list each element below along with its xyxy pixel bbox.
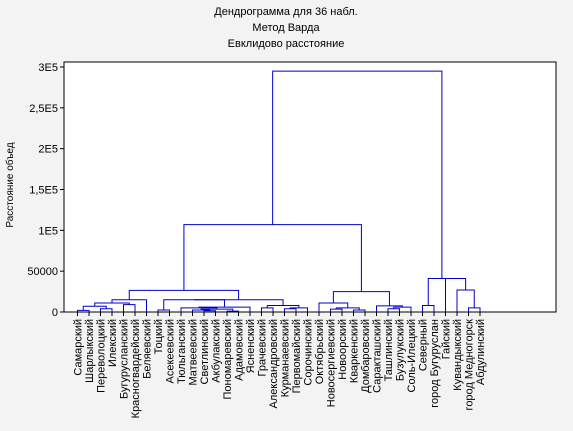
leaf-label: Светлинский (199, 319, 211, 384)
dendrogram-link (330, 308, 343, 312)
leaf-label: Ясненский (245, 319, 257, 373)
dendrogram-link (183, 224, 362, 292)
leaf-label: Курманаевский (280, 319, 292, 397)
leaf-label: Тюльганский (176, 319, 188, 384)
dendrogram-link (468, 307, 481, 312)
leaf-label: Акбулакский (211, 319, 223, 383)
leaf-label: Ташлинский (383, 319, 395, 381)
leaf-label: Асекеевский (165, 319, 177, 383)
leaf-label: Саракташский (372, 319, 384, 393)
dendrogram-link (266, 304, 300, 308)
leaf-label: город Бугуруслан (429, 319, 441, 408)
leaf-label: Переволоцкий (96, 319, 108, 393)
y-tick-label: 2E5 (38, 144, 58, 156)
dendrogram-link (200, 308, 234, 312)
leaf-label: Октябрьский (314, 319, 326, 384)
leaf-label: Бузулукский (395, 319, 407, 381)
y-axis-title: Расстояние объед (4, 142, 16, 227)
y-tick-label: 2,5E5 (29, 103, 58, 115)
leaf-label: Шарлыкский (84, 319, 96, 383)
dendrogram-link (272, 70, 443, 279)
leaf-label: Первомайский (291, 319, 303, 393)
leaf-label: Красногвардейский (130, 319, 142, 418)
y-tick-label: 50000 (27, 266, 58, 278)
leaf-label: Грачевский (257, 319, 269, 377)
leaf-label: Домбаровский (360, 319, 372, 393)
leaf-label: Александровский (268, 319, 280, 408)
dendrogram-link (427, 278, 456, 306)
leaf-label: Кувандыкский (452, 319, 464, 391)
leaf-label: Самарский (73, 319, 85, 376)
dendrogram-link (180, 307, 218, 312)
plot-area (63, 61, 557, 313)
dendrogram-links (77, 70, 481, 312)
leaf-label: Матвеевский (188, 319, 200, 385)
y-tick-label: 1E5 (38, 225, 58, 237)
dendrogram-link (422, 304, 435, 312)
chart-title: Дендрограмма для 36 набл. Метод Варда Ев… (214, 6, 357, 50)
leaf-label: Бугурусланский (119, 319, 131, 399)
leaf-label: Гайский (441, 319, 453, 359)
leaf-label: Сорочинский (303, 319, 315, 386)
dendrogram-link (194, 299, 284, 306)
leaf-label: Тоцкий (153, 319, 165, 354)
leaf-label: город Медногорск (464, 319, 476, 411)
y-tick-label: 3E5 (38, 62, 58, 74)
leaf-label: Адамовский (234, 319, 246, 381)
x-axis: Самарский Шарлыкский Переволоцкий Илекский Б… (73, 312, 487, 418)
dendrogram-link (94, 302, 130, 307)
y-tick-label: 0 (52, 307, 58, 319)
dendrogram-link (318, 302, 349, 312)
chart-title-line-3: Евклидово расстояние (228, 38, 345, 50)
leaf-label: Новосергиевский (326, 319, 338, 407)
chart-title-line-1: Дендрограмма для 36 набл. (214, 6, 357, 18)
chart-title-line-2: Метод Варда (252, 22, 320, 34)
dendrogram-link (261, 307, 274, 312)
leaf-label: Беляевский (142, 319, 154, 379)
leaf-label: Соль-Илецкий (406, 319, 418, 392)
y-tick-label: 1,5E5 (29, 185, 58, 197)
dendrogram-link (335, 307, 360, 310)
dendrogram-link (163, 299, 225, 310)
leaf-label: Кваркенский (349, 319, 361, 383)
leaf-label: Новоорский (337, 319, 349, 380)
leaf-label: Северный (418, 319, 430, 371)
leaf-label: Абдулинский (475, 319, 487, 385)
dendrogram-link (289, 307, 308, 312)
y-axis: 0 50000 1E5 1,5E5 2E5 2,5E5 3E5 (27, 62, 64, 319)
leaf-label: Пономаревский (222, 319, 234, 399)
dendrogram-link (77, 309, 90, 312)
leaf-label: Илекский (107, 319, 119, 367)
